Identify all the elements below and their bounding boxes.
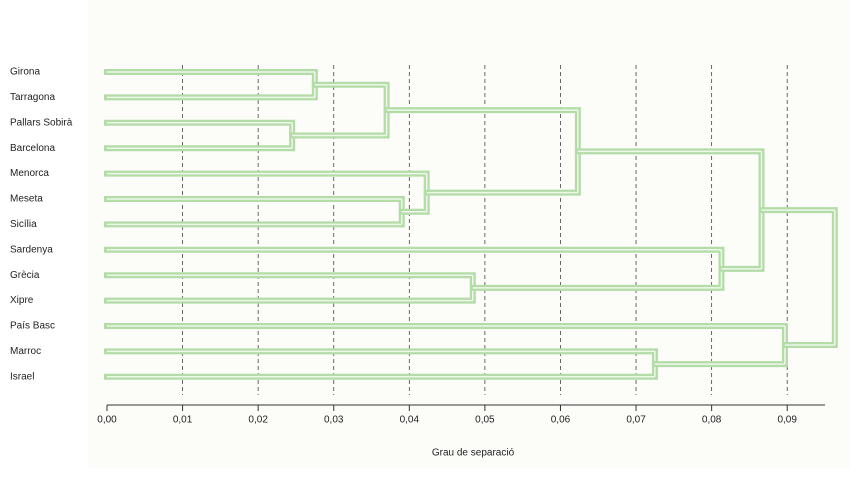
leaf-label: Menorca bbox=[10, 168, 49, 179]
leaf-label: Marroc bbox=[10, 346, 41, 357]
leaf-label: Israel bbox=[10, 371, 34, 382]
x-tick-label: 0,07 bbox=[626, 415, 646, 426]
plot-panel bbox=[88, 0, 850, 468]
x-tick-label: 0,01 bbox=[173, 415, 193, 426]
x-tick-label: 0,03 bbox=[324, 415, 344, 426]
leaf-label: Grècia bbox=[10, 270, 40, 281]
x-tick-label: 0,00 bbox=[97, 415, 117, 426]
leaf-label: Girona bbox=[10, 67, 40, 78]
x-tick-label: 0,04 bbox=[400, 415, 420, 426]
leaf-label: Xipre bbox=[10, 295, 34, 306]
x-tick-label: 0,02 bbox=[248, 415, 268, 426]
leaf-label: Tarragona bbox=[10, 92, 55, 103]
leaf-label: Pallars Sobirà bbox=[10, 117, 73, 128]
leaf-label: País Basc bbox=[10, 321, 55, 332]
x-axis-label: Grau de separació bbox=[432, 448, 515, 459]
link-inner bbox=[761, 209, 836, 346]
leaf-label: Meseta bbox=[10, 194, 43, 205]
x-tick-label: 0,05 bbox=[475, 415, 495, 426]
leaf-label: Barcelona bbox=[10, 143, 55, 154]
x-tick-label: 0,08 bbox=[702, 415, 722, 426]
leaf-label: Sicília bbox=[10, 219, 37, 230]
x-tick-label: 0,06 bbox=[551, 415, 571, 426]
x-tick-label: 0,09 bbox=[777, 415, 797, 426]
leaf-label: Sardenya bbox=[10, 244, 53, 255]
